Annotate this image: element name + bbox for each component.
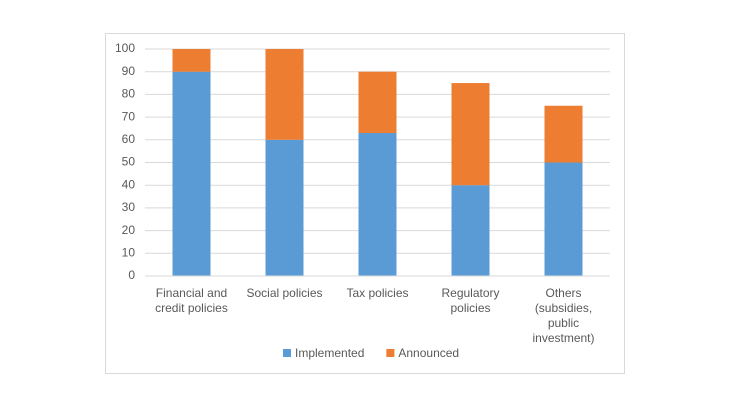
x-tick-label: Financial and credit policies: [155, 286, 228, 315]
chart-frame: [105, 33, 625, 374]
y-tick-label: 70: [122, 109, 136, 123]
bar-segment: [172, 71, 211, 276]
x-tick-label: Social policies: [246, 286, 323, 300]
bar-segment: [451, 185, 490, 276]
bar-segment: [451, 83, 490, 186]
x-tick-label: Regulatory policies: [441, 286, 500, 315]
legend-label: Announced: [398, 346, 459, 360]
legend-swatch: [283, 349, 291, 357]
y-tick-label: 30: [122, 200, 136, 214]
y-tick-label: 20: [122, 223, 136, 237]
bar-segment: [358, 132, 397, 276]
y-tick-label: 0: [128, 268, 135, 282]
y-tick-label: 80: [122, 87, 136, 101]
bar-segment: [544, 105, 583, 163]
bar-segment: [358, 71, 397, 133]
legend-swatch: [386, 349, 395, 357]
bar-segment: [265, 49, 304, 140]
y-tick-label: 90: [122, 64, 136, 78]
x-tick-label: Others (subsidies, public investment): [532, 286, 595, 345]
legend-label: Implemented: [295, 346, 364, 360]
bar-segment: [265, 139, 304, 276]
y-tick-label: 40: [122, 177, 136, 191]
bar-segment: [544, 162, 583, 276]
bar-segment: [172, 49, 211, 72]
x-tick-label: Tax policies: [346, 286, 409, 300]
y-tick-label: 50: [122, 155, 136, 169]
y-tick-label: 60: [122, 132, 136, 146]
y-tick-label: 10: [122, 245, 136, 259]
y-tick-label: 100: [115, 41, 135, 55]
